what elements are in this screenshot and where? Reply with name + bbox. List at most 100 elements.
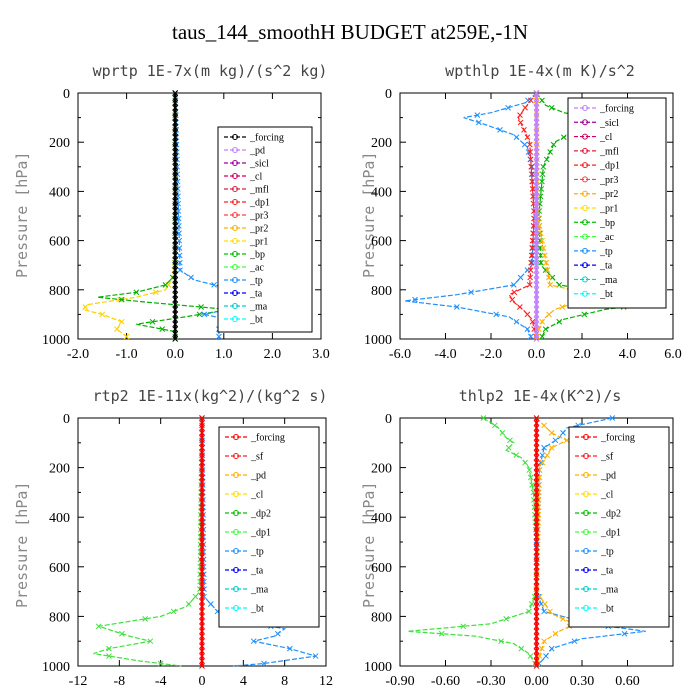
panel-3-ytick-label: 600: [49, 561, 70, 576]
panel-4-series-forcing-marker: [533, 519, 540, 526]
panel-4-series-forcing-marker: [533, 524, 540, 530]
panel-2-series-forcing-marker: [533, 296, 540, 303]
panel-4-series-dp1-marker: [522, 459, 528, 466]
panel-4-ytick-label: 600: [371, 561, 392, 576]
panel-2-legend-label: _sicl: [599, 118, 619, 129]
panel-4-series-pd-marker: [541, 638, 547, 645]
panel-3-series-forcing-marker: [199, 618, 205, 625]
panel-4-ytick-label: 200: [371, 462, 392, 477]
panel-4-series-dp1-marker: [491, 422, 498, 429]
panel-4-series-forcing-marker: [533, 514, 540, 521]
panel-2-series-bp-marker: [547, 149, 554, 155]
panel-4-series-tp-marker: [571, 638, 578, 645]
panel-2-series-tp-marker: [524, 326, 531, 333]
panel-1-series-forcing-marker: [172, 95, 179, 101]
panel-2-series-pr2-marker: [541, 252, 548, 259]
panel-3-ytick-label: 1000: [42, 660, 70, 675]
panel-1-series-forcing-marker: [172, 159, 179, 165]
panel-3-series-forcing-marker: [199, 628, 205, 635]
panel-2-series-cl-marker: [527, 149, 534, 155]
panel-1-xtick-label: -2.0: [67, 347, 89, 362]
panel-3-series-forcing-marker: [199, 588, 205, 595]
panel-2-series-tp-marker: [412, 296, 418, 303]
panel-1-ytick-label: 800: [49, 284, 70, 299]
panel-1-legend-marker: [232, 186, 238, 192]
panel-3-series-dp1-marker: [192, 593, 199, 600]
panel-1-series-tp-marker: [177, 267, 183, 273]
panel-1-series-forcing-marker: [172, 277, 179, 283]
panel-4-series-forcing-marker: [533, 415, 540, 421]
panel-4-legend-marker: [583, 472, 589, 478]
panel-1-series-bp-marker: [198, 304, 204, 310]
panel-2-series-forcing-marker: [533, 321, 540, 328]
panel-4-legend-label: _sf: [600, 452, 614, 463]
panel-1-series-forcing-marker: [172, 203, 179, 210]
panel-2-series-forcing-marker: [533, 159, 540, 165]
panel-2-series-tp-marker: [468, 289, 474, 296]
panel-2-xtick-label: -4.0: [434, 347, 456, 362]
panel-1-series-tp-marker: [216, 333, 222, 340]
panel-2-series-forcing-marker: [533, 178, 540, 185]
panel-4-xtick-label: -0.30: [476, 674, 505, 689]
panel-2-series-cl-marker: [529, 178, 535, 185]
panel-1-legend-label: _pr2: [249, 224, 268, 235]
panel-4-series-forcing-marker: [533, 504, 540, 511]
panel-2-series-pr2-marker: [537, 230, 544, 237]
panel-1-legend-marker: [232, 147, 238, 153]
panel-1-series-forcing-marker: [172, 296, 179, 303]
panel-2-legend-marker: [582, 190, 588, 197]
panel-1-series-forcing-marker: [172, 193, 179, 200]
panel-3-legend-marker: [233, 529, 239, 535]
panel-1-series-forcing-marker: [172, 129, 179, 136]
panel-4-series-tp-marker: [541, 608, 547, 615]
panel-2-title: wpthlp 1E-4x(m K)/s^2: [445, 62, 635, 80]
panel-2-series-cl-marker: [527, 267, 534, 273]
panel-2-series-forcing-marker: [533, 168, 540, 175]
panel-3-xtick-label: -12: [69, 674, 88, 689]
panel-4-series-dp1-marker: [526, 467, 533, 473]
panel-1-series-forcing-marker: [172, 331, 179, 337]
panel-4-series-pd-marker: [541, 422, 547, 429]
panel-1-legend-marker: [232, 225, 238, 231]
panel-2-series-bp-marker: [581, 311, 588, 318]
panel-4-series-forcing-marker: [533, 425, 540, 431]
panel-3-series-forcing-marker: [199, 449, 205, 456]
panel-2-series-forcing-marker: [533, 316, 540, 323]
panel-1-series-tp-marker: [188, 274, 194, 281]
panel-2-ytick-label: 1000: [364, 333, 392, 348]
panel-2-series-pr2-marker: [546, 311, 552, 318]
panel-4-ytick-label: 400: [371, 511, 392, 526]
panel-2-series-forcing-marker: [533, 218, 540, 224]
panel-2-legend-label: _pr1: [599, 204, 618, 215]
panel-3-series-forcing-marker: [199, 529, 205, 535]
panel-1-series-forcing-marker: [172, 286, 179, 293]
panel-4-series-forcing-marker: [533, 558, 540, 565]
panel-2-series-cl-marker: [526, 141, 533, 148]
panel-2-series-forcing-marker: [533, 173, 540, 180]
panel-2-legend-label: _mfl: [599, 146, 619, 157]
panel-4-series-pd-marker: [552, 630, 559, 637]
panel-1-series-forcing-marker: [172, 208, 179, 214]
panel-4-series-pd-marker: [563, 437, 570, 444]
panel-2-series-bp-marker: [550, 141, 557, 148]
panel-4-series-forcing-marker: [533, 608, 540, 615]
panel-1-series-tp-marker: [175, 215, 182, 222]
panel-3-title: rtp2 1E-11x(kg^2)/(kg^2 s): [92, 387, 328, 405]
panel-2-series-tp-marker: [513, 318, 520, 325]
panel-2-series-forcing-marker: [533, 213, 540, 219]
panel-2-series-forcing-marker: [533, 154, 540, 160]
panel-2-series-bp-marker: [539, 97, 545, 104]
panel-3-legend-marker: [233, 605, 239, 611]
panel-1-series-pr1-marker: [82, 304, 89, 310]
panel-2-series-tp-marker: [529, 259, 535, 266]
panel-2-series-cl-marker: [511, 289, 518, 296]
panel-4-series-forcing-marker: [533, 469, 540, 476]
panel-2-series-forcing-marker: [533, 119, 540, 126]
panel-2-series-tp-marker: [521, 141, 528, 148]
panel-4-series-pd-marker: [560, 616, 566, 622]
panel-1-series-forcing-marker: [172, 242, 179, 249]
panel-1-legend-label: _pr3: [249, 211, 268, 222]
panel-2-series-forcing-marker: [533, 232, 540, 239]
panel-2-series-forcing-marker: [533, 252, 540, 259]
